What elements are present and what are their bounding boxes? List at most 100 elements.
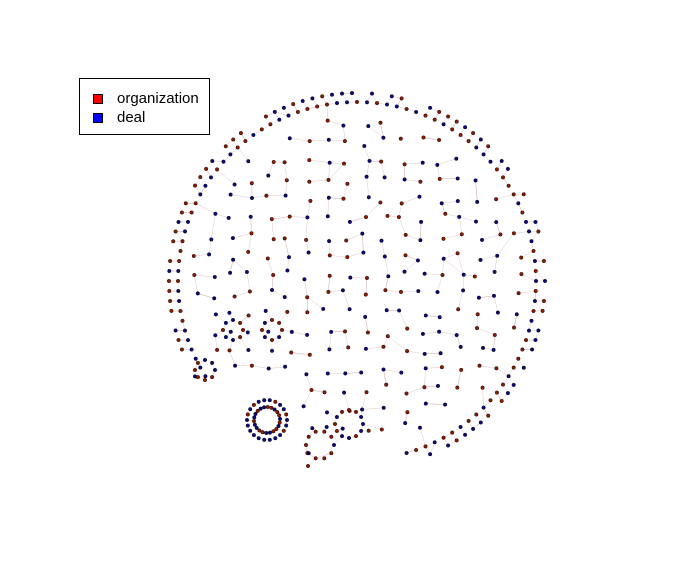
edge	[216, 169, 235, 185]
organization-node	[423, 444, 428, 449]
deal-node	[476, 295, 481, 300]
edge	[398, 217, 406, 236]
edge	[232, 259, 248, 273]
deal-node	[262, 405, 267, 410]
deal-node	[267, 430, 272, 435]
deal-node	[277, 117, 282, 122]
edge	[271, 274, 274, 291]
organization-node	[275, 410, 280, 415]
edge	[309, 159, 330, 163]
deal-node	[505, 166, 510, 171]
deal-node	[441, 122, 446, 127]
organization-node	[399, 96, 404, 101]
edge	[365, 277, 368, 295]
edge	[345, 372, 362, 374]
organization-node	[354, 409, 359, 414]
deal-node	[327, 239, 332, 244]
organization-node	[282, 236, 287, 241]
edge	[456, 334, 461, 347]
deal-node	[182, 229, 187, 234]
deal-node	[379, 238, 384, 243]
deal-node	[347, 307, 352, 312]
organization-node	[307, 139, 312, 144]
deal-node	[397, 308, 402, 313]
organization-node	[192, 183, 197, 188]
deal-node	[381, 405, 386, 410]
edge	[521, 250, 534, 258]
edge	[441, 200, 458, 204]
organization-node	[238, 320, 243, 325]
organization-node	[533, 269, 538, 274]
organization-node	[175, 279, 180, 284]
edge	[496, 233, 515, 256]
organization-node	[177, 259, 182, 264]
deal-node	[207, 252, 212, 257]
edge	[443, 253, 458, 259]
edge	[268, 161, 274, 176]
deal-node	[347, 436, 352, 441]
deal-node	[210, 360, 215, 365]
deal-node	[345, 100, 350, 105]
deal-node	[267, 437, 272, 442]
organization-node	[326, 177, 331, 182]
organization-node	[421, 135, 426, 140]
organization-node	[210, 375, 215, 380]
deal-node	[262, 335, 267, 340]
organization-node	[399, 289, 404, 294]
deal-node	[384, 308, 389, 313]
edge	[404, 260, 419, 272]
deal-node	[230, 236, 235, 241]
organization-node	[521, 192, 526, 197]
organization-node	[325, 118, 330, 123]
edge	[315, 452, 332, 459]
deal-node	[359, 415, 364, 420]
deal-node	[285, 268, 290, 273]
deal-node	[422, 271, 427, 276]
edge	[475, 180, 478, 202]
deal-node	[414, 109, 419, 114]
organization-node	[384, 382, 389, 387]
edge	[481, 234, 501, 241]
deal-node	[435, 290, 440, 295]
organization-node	[304, 237, 309, 242]
organization-node	[378, 200, 383, 205]
organization-node	[260, 430, 265, 435]
deal-node	[228, 329, 233, 334]
deal-node	[505, 391, 510, 396]
deal-node	[286, 113, 291, 118]
organization-node	[238, 131, 243, 136]
edge	[304, 279, 308, 298]
deal-node	[478, 257, 483, 262]
organization-node	[437, 137, 442, 142]
organization-node	[531, 309, 536, 314]
deal-node	[176, 289, 181, 294]
deal-node	[266, 329, 271, 334]
organization-node	[511, 365, 516, 370]
organization-node	[183, 201, 188, 206]
organization-node	[189, 210, 194, 215]
deal-node	[534, 279, 539, 284]
deal-node	[389, 94, 394, 99]
edge	[343, 183, 348, 199]
deal-node	[488, 159, 493, 164]
deal-node	[418, 238, 423, 243]
organization-node	[320, 94, 325, 99]
deal-node	[386, 274, 391, 279]
edge	[387, 335, 408, 352]
organization-node	[277, 420, 282, 425]
node-layer	[166, 91, 548, 469]
edge	[479, 365, 497, 369]
organization-node	[459, 232, 464, 237]
deal-node	[495, 253, 500, 258]
organization-node	[306, 464, 311, 469]
organization-node	[215, 347, 220, 352]
edge	[195, 203, 216, 214]
deal-node	[340, 288, 345, 293]
edge	[344, 331, 349, 348]
organization-node	[223, 144, 228, 149]
edge	[274, 111, 289, 116]
organization-node	[179, 210, 184, 215]
deal-node	[264, 431, 269, 436]
deal-node	[321, 306, 326, 311]
edge	[457, 369, 462, 388]
